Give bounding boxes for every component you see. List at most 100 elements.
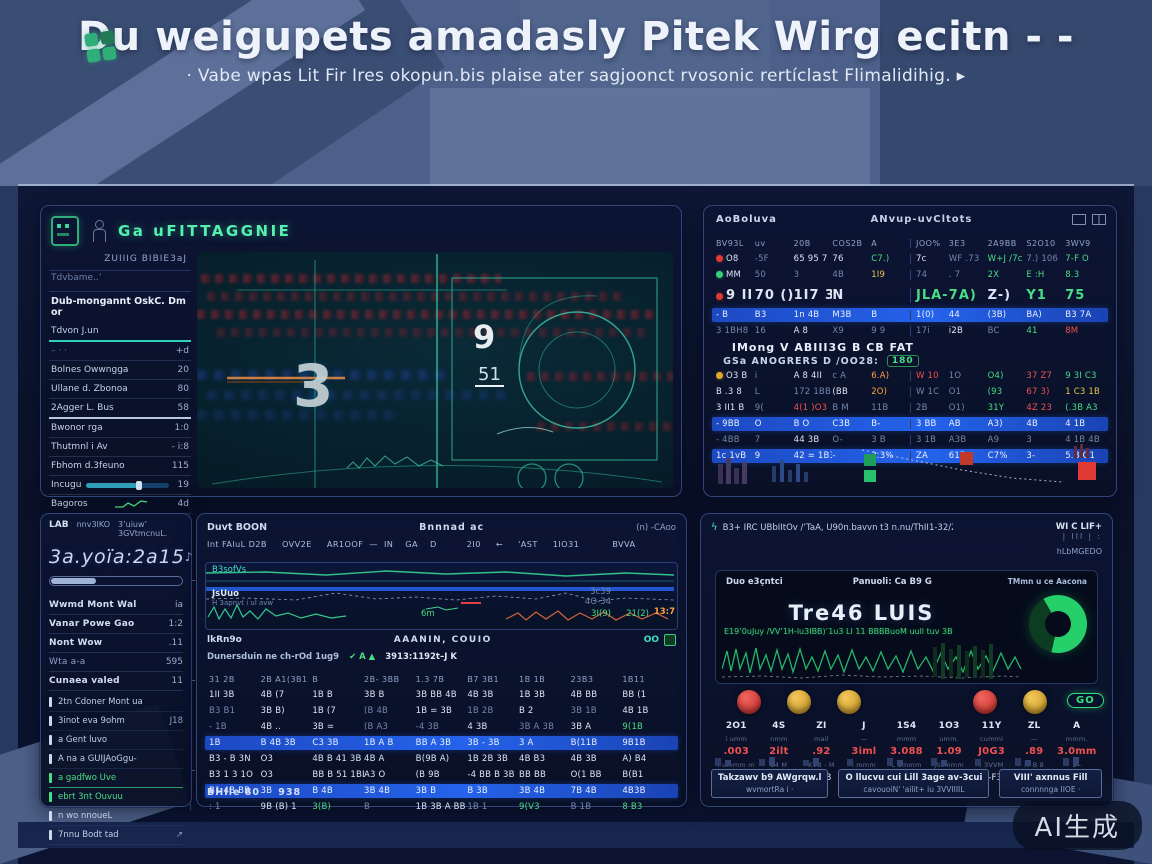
list-item[interactable]: 3inot eva 9ohm J18 xyxy=(49,712,183,731)
table-row[interactable]: B .3 8 L 172 1BB (BB 2O) W 1C O1 (93 67 3) 1 C3 1… xyxy=(712,385,1108,399)
table-row[interactable]: O8 -5F 65 95 7 76 C7.) 7c WF .73 W+J /7c 7.) 106… xyxy=(712,252,1108,266)
status-light-yellow[interactable] xyxy=(787,690,811,714)
signals-meta[interactable]: WI C LIF+ xyxy=(1055,522,1102,532)
list-item[interactable]: Nont Wow .11 xyxy=(49,634,183,653)
tab-panel[interactable]: Panuoli: Ca B9 G xyxy=(852,577,932,587)
status-light-red[interactable] xyxy=(973,690,997,714)
table-cell: A3 O xyxy=(364,770,386,780)
table-cell: mail xyxy=(814,734,829,743)
table-cell: .89 xyxy=(1024,746,1044,757)
signals-card[interactable]: Duo e3çntci Panuoli: Ca B9 G TMmn u ce A… xyxy=(715,570,1098,684)
list-item[interactable]: Fbhom d.3feuno 115 xyxy=(49,457,191,476)
panel-signals: ϟ B3+ IRC UBbIItOv /’TaA, U90n.bavvn t3 … xyxy=(700,513,1113,807)
list-item[interactable]: Vanar Powe Gao 1:2 xyxy=(49,615,183,634)
timeline-section-header: lkRn9o AAANIN, COUIO OO xyxy=(207,634,676,646)
table-cell: A9 xyxy=(987,435,1000,445)
progress-bar[interactable] xyxy=(49,576,183,586)
table-cell: B3 xyxy=(754,310,767,320)
table-row[interactable]: - 4BB 7 44 3B O- 3 B 3 1B A3B A9 3 4 1B 4B xyxy=(712,433,1108,447)
action-button[interactable]: VIII' axnnus Fill connnnga IIOE · xyxy=(999,769,1102,798)
signals-card-header: Duo e3çntci Panuoli: Ca B9 G TMmn u ce A… xyxy=(726,577,1087,587)
list-item[interactable]: 2tn Cdoner Mont ua xyxy=(49,693,183,712)
panel-monitor-header: Ga uFITTAGGNIE xyxy=(51,214,291,248)
table-cell: 4S xyxy=(772,720,786,731)
table-row[interactable]: 3 1BH8 16 A 8 X9 9 9 17i i2B BC 41 8M xyxy=(712,324,1108,338)
table-cell: B3 1 3 1O xyxy=(209,770,254,780)
wireframe-chart[interactable]: 3 9 51 xyxy=(197,252,673,488)
list-item[interactable]: ebrt 3nt Ouvuu xyxy=(49,788,183,807)
status-light-yellow[interactable] xyxy=(1023,690,1047,714)
list-item[interactable]: Thutmnl i Av - i:8 xyxy=(49,438,191,457)
table-row[interactable]: MM 50 3 4B 1I9 74. 7 2X E :H 8.3 xyxy=(712,268,1108,282)
table-row[interactable]: .003 2ilt .92 3iml 3.088 1.09 J0G3 .89 3.0mm xyxy=(711,746,1102,757)
list-item[interactable]: a Gent luvo xyxy=(49,731,183,750)
timeline-toolbar[interactable]: Int FAluL D2B OVV2E AR1OOF — IN GA D 2I0… xyxy=(207,539,636,549)
list-item[interactable]: 2Agger L. Bus 58 xyxy=(49,399,191,419)
table-cell: L xyxy=(754,387,760,397)
table-row[interactable]: B3 - B 3N O3 4B B 41 3B 4B A B(9B A) 1B 2B 3B… xyxy=(205,752,678,766)
table-cell: 1B 1 xyxy=(467,802,488,812)
timeline-table: 31 2B 2B A1(3B1 B 2B- 3BB 1.3 7B B7 3B1 1B 1B 2… xyxy=(205,672,678,814)
table-cell: M3B xyxy=(832,310,852,320)
sidebar-subtitle[interactable]: Tdvbame..’ xyxy=(49,270,191,291)
monitor-sidebar: ZUIIIG BIBIE3aJ Tdvbame..’ Dub-mongannt … xyxy=(49,252,191,514)
action-button[interactable]: O llucvu cui Lill 3age av-3cui cavouoiN'… xyxy=(838,769,990,798)
table-row[interactable]: - 9BB O B O C3B B- 3 BB AB A3) 4B 4 1B xyxy=(712,417,1108,431)
table-row[interactable]: - 1B 4B .. 3B = (B A3 -4 3B 4 3B 3B A 3B 3B A 9(… xyxy=(205,720,678,734)
table-row[interactable]: B3 1 3 1O O3 BB B 51 1BB A3 O (B 9B -4 BB B 3… xyxy=(205,768,678,782)
quotes-section-row: GSa ANOGRERS D /OO28: 180 xyxy=(712,355,930,369)
timeline-chart[interactable]: B3sofVs JsUuo H 3apnvt i ul avw 3c39 4O-… xyxy=(205,562,678,630)
table-row[interactable]: : 1 9B (B) 1 3(B) B 1B 3B A BB 1B 1 9(V3 B 1B 8 … xyxy=(205,800,678,814)
table-row[interactable]: i umm nmm mail — mmm umm. cummi — mmm. xyxy=(711,733,1102,744)
action-button[interactable]: Takzawv b9 AWgrqw.l wvmortRa i · xyxy=(711,769,829,798)
signals-candles xyxy=(933,643,993,679)
signals-big-label: Tre46 LUIS xyxy=(788,601,935,625)
table-row[interactable]: B3 B1 3B B) 1B (7 (B 4B 1B = 3B 1B 2B B 2 3B 1B… xyxy=(205,704,678,718)
list-item[interactable]: Tdvon J.un xyxy=(49,322,191,342)
table-cell: 4B B3 xyxy=(519,754,546,764)
list-item[interactable]: Ullane d. Zbonoa 80 xyxy=(49,380,191,399)
table-row[interactable]: BV93L uv 20B COS2B A JOO% 3E3 2A9BB S2O10 3WV9 xyxy=(712,236,1108,250)
list-item[interactable]: Bagoros 4d xyxy=(49,495,191,514)
table-row[interactable]: 31 2B 2B A1(3B1 B 2B- 3BB 1.3 7B B7 3B1 1B 1B 2… xyxy=(205,672,678,686)
teal-toggle-icon[interactable]: OO xyxy=(643,635,659,645)
tab-overview[interactable]: Duo e3çntci xyxy=(726,577,783,587)
table-cell: O(1 BB xyxy=(570,770,602,780)
table-row[interactable]: 1II 3B 4B (7 1B B 3B B 3B BB 4B 4B 3B 1B 3B 4B … xyxy=(205,688,678,702)
table-cell: BB A 3B xyxy=(415,738,452,748)
table-row[interactable]: 2O1 4S ZI J 1S4 1O3 11Y ZL A xyxy=(711,720,1102,731)
chart-view-icon[interactable] xyxy=(1072,214,1086,225)
table-row[interactable]: B1 4B BB 3B B 4B 3B 4B 3B B B 3B 3B 4B 7B 4B 4B3… xyxy=(205,784,678,798)
list-item[interactable]: 7nnu Bodt tad ↗ xyxy=(49,826,183,845)
list-item[interactable]: Bwonor rga 1:0 xyxy=(49,419,191,438)
list-item[interactable]: Wta a-a 595 xyxy=(49,653,183,672)
status-light-yellow[interactable] xyxy=(837,690,861,714)
watchlist-values: Wwmd Mont Wal ia Vanar Powe Gao 1:2 Nont W… xyxy=(41,596,191,691)
list-item[interactable]: n wo nnoueL xyxy=(49,807,183,826)
table-cell: 4B3B xyxy=(622,786,646,796)
table-row[interactable]: 1B B 4B 3B C3 3B 1B A B BB A 3B 3B - 3B 3 A B(1… xyxy=(205,736,678,750)
level-slider[interactable] xyxy=(86,480,169,490)
table-cell: 1S4 xyxy=(896,720,917,731)
list-item[interactable]: Bolnes Owwngga 20 xyxy=(49,361,191,380)
table-cell: 4B (7 xyxy=(260,690,285,700)
table-cell: - 9BB xyxy=(716,419,740,429)
table-cell: B xyxy=(312,674,319,684)
grid-view-icon[interactable] xyxy=(1092,214,1106,225)
check-icons[interactable]: ✔ A ▲ xyxy=(349,652,376,662)
table-row[interactable]: 3 II1 B 9(4(1 )O3 B M 11B 2B O1) 31Y 4Z 23 (.3B … xyxy=(712,401,1108,415)
green-chart-icon[interactable] xyxy=(664,634,676,646)
go-button[interactable]: GO xyxy=(1067,693,1104,708)
list-item[interactable]: – · · +d xyxy=(49,342,191,361)
table-cell: i ummm m xyxy=(717,760,755,769)
list-item[interactable]: A na a GUIJAoGgu- xyxy=(49,750,183,769)
table-cell: C7% xyxy=(987,451,1008,461)
list-item[interactable]: Cunaea valed 11 xyxy=(49,672,183,691)
status-light-red[interactable] xyxy=(737,690,761,714)
list-item[interactable]: a gadfwo Uve xyxy=(49,769,183,788)
table-row[interactable]: - B B3 1n 4B M3B B 1(0) 44 (3B) BA) B3 7A xyxy=(712,308,1108,322)
list-item[interactable]: Wwmd Mont Wal ia xyxy=(49,596,183,615)
table-cell: 9B (B) 1 xyxy=(260,802,297,812)
